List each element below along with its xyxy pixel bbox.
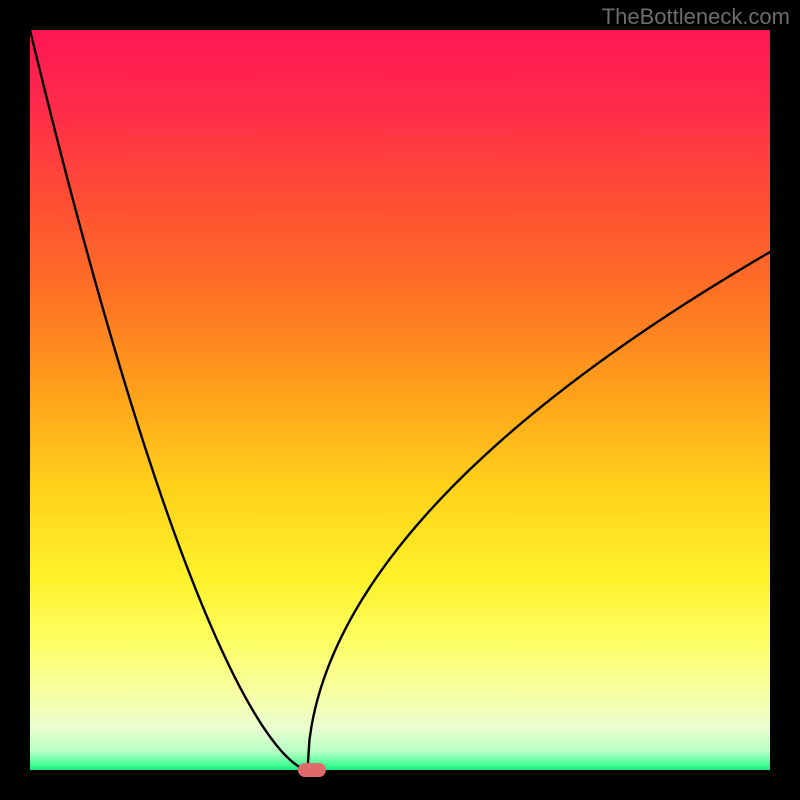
optimal-point-marker [298,763,326,777]
bottleneck-chart [0,0,800,800]
plot-background [30,30,770,770]
watermark-text: TheBottleneck.com [602,4,790,30]
